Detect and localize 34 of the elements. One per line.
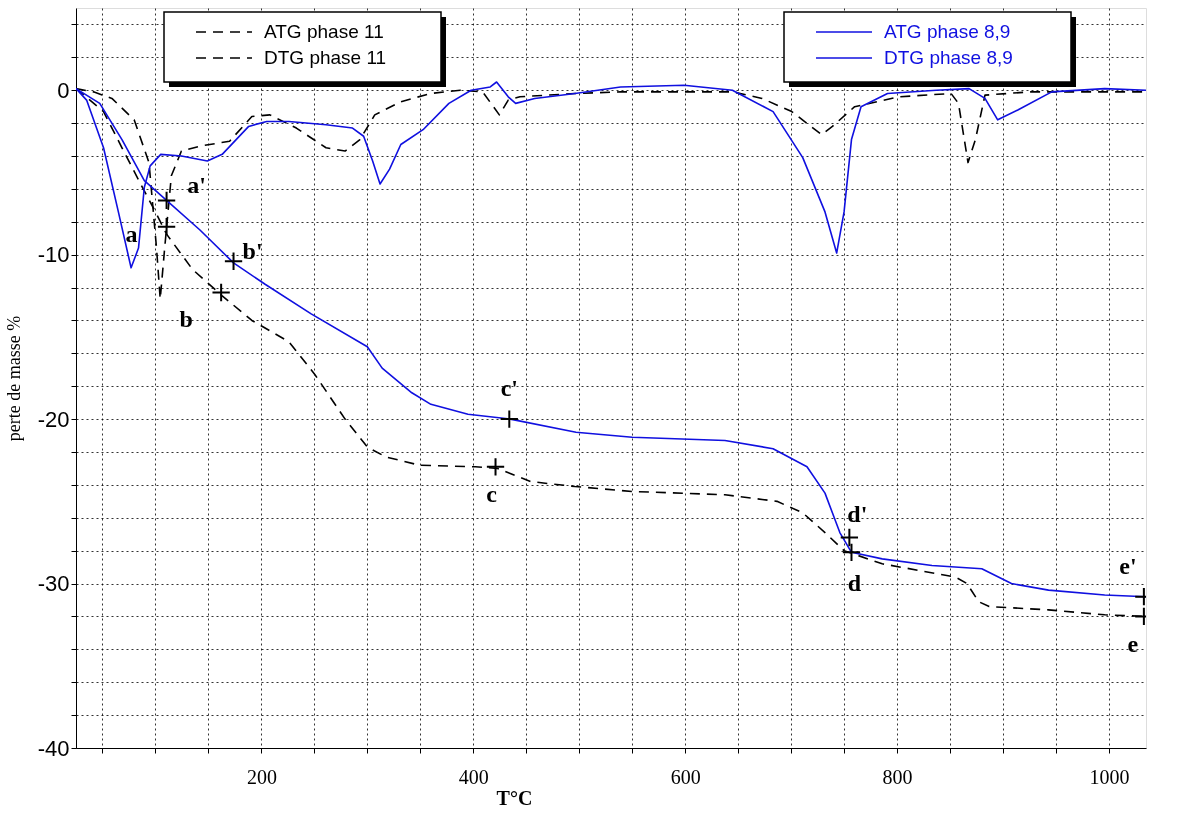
point (499, 409, 519, 429)
point (223, 251, 244, 271)
annotation: e' (1119, 552, 1137, 579)
y-axis-title: perte de masse % (3, 315, 24, 442)
annotation: b (179, 306, 193, 333)
legend-label: DTG phase 11 (264, 47, 387, 68)
point (839, 527, 860, 548)
point (156, 217, 177, 237)
annotation: d' (847, 500, 868, 527)
point (485, 457, 506, 477)
y-tick-label: 0 (57, 77, 70, 103)
y-tick-label: -10 (37, 242, 70, 268)
annotation: d (847, 570, 862, 597)
legend-label: ATG phase 8,9 (884, 21, 1011, 42)
annotation: c (486, 480, 498, 507)
x-axis-title: T°C (496, 786, 533, 809)
annotation: a (125, 220, 138, 247)
x-tick-label: 400 (458, 765, 489, 788)
legend-label: ATG phase 11 (264, 21, 384, 42)
x-tick-label: 1000 (1089, 765, 1130, 788)
annotation: c' (500, 375, 518, 402)
x-tick-label: 200 (246, 765, 277, 788)
y-tick-label: -30 (37, 571, 70, 597)
point (211, 282, 231, 303)
legend-label: DTG phase 8,9 (884, 47, 1013, 68)
annotation: e (1127, 631, 1139, 658)
x-tick-label: 600 (670, 765, 701, 788)
y-tick-label: -20 (37, 406, 70, 432)
annotation: b' (242, 238, 263, 265)
point (841, 542, 862, 562)
x-tick-label: 800 (882, 765, 913, 788)
annotation: a' (187, 172, 206, 199)
y-tick-label: -40 (37, 735, 70, 761)
point (156, 190, 177, 211)
